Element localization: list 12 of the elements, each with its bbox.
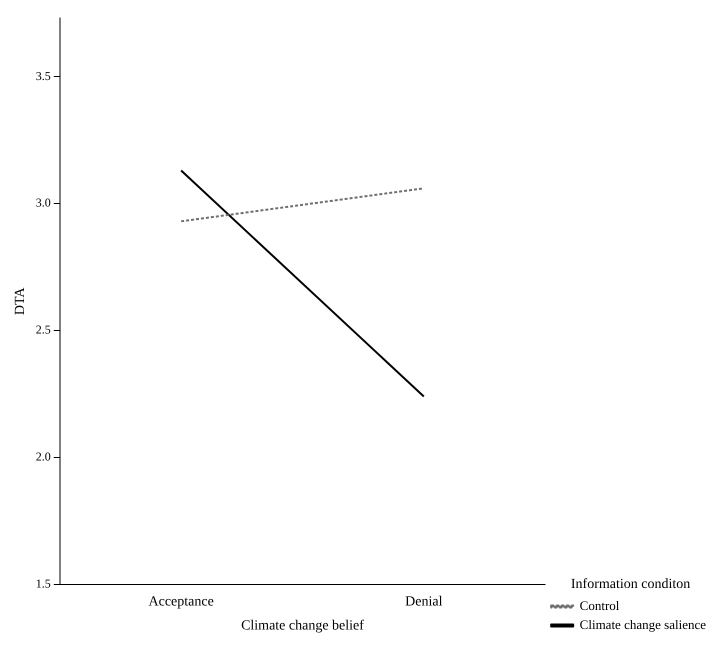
y-tick-label: 3.0 <box>36 196 51 210</box>
x-tick-label: Acceptance <box>148 594 214 610</box>
y-axis-title: DTA <box>13 286 28 316</box>
y-tick-label: 1.5 <box>36 576 51 591</box>
y-tick-label: 3.5 <box>36 68 51 83</box>
legend-label: Control <box>580 598 620 613</box>
legend-title: Information conditon <box>570 576 690 592</box>
legend-label: Climate change salience <box>580 616 706 632</box>
x-tick-label: Denial <box>405 594 443 610</box>
x-axis-title: Climate change belief <box>241 618 364 634</box>
y-tick-label: 2.0 <box>36 450 51 464</box>
y-tick-label: 2.5 <box>36 322 51 337</box>
